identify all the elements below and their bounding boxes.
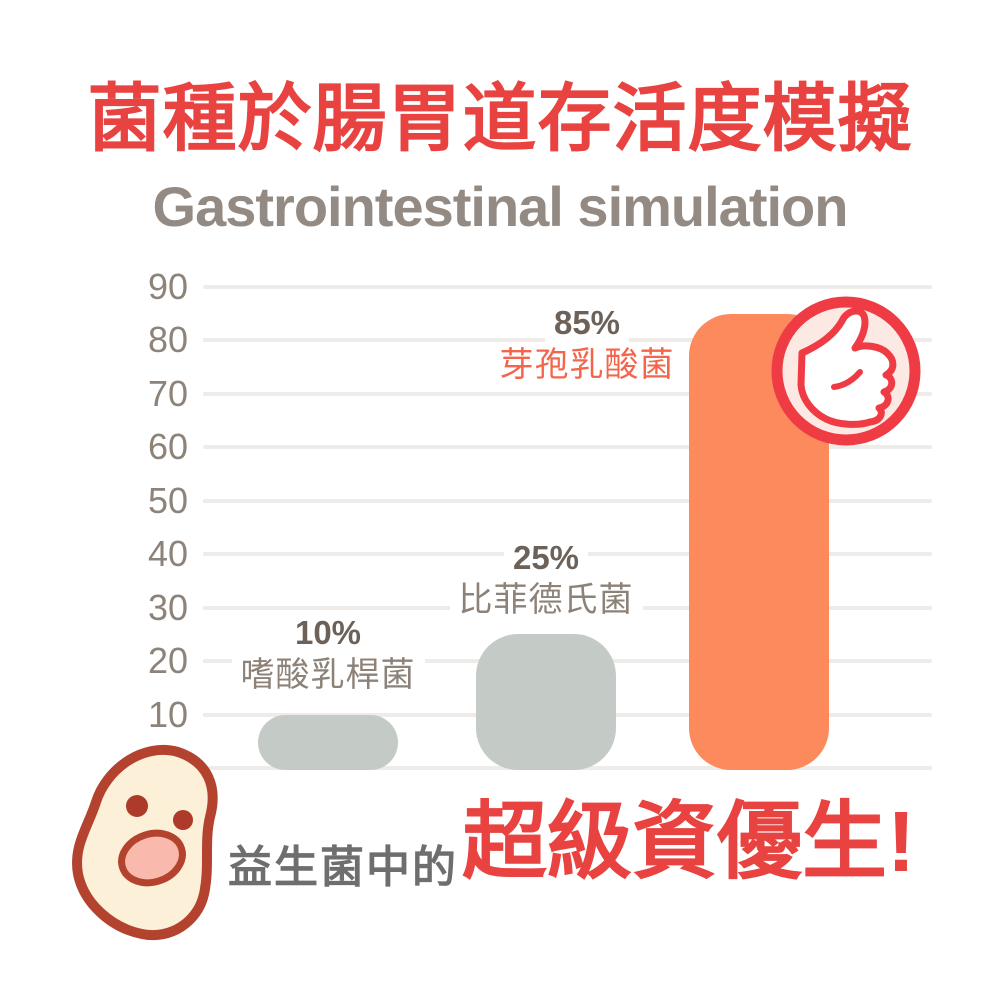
gridline [203,391,932,396]
bar-value-label: 10% [285,612,371,654]
y-axis-tick-label: 20 [147,640,188,682]
thumb-crease [831,369,863,390]
bar-category-label: 芽孢乳酸菌 [490,344,684,386]
thumbs-up-icon [771,296,921,446]
y-axis-tick-label: 90 [147,266,188,307]
y-axis-tick-label: 60 [147,426,188,468]
bar-category-row: 芽孢乳酸菌 [437,344,737,386]
bar-value-label: 25% [503,537,589,579]
footer-headline: 超級資優生! [462,795,916,890]
y-axis-tick-label: 70 [147,372,188,414]
bar-category-row: 比菲德氏菌 [396,579,696,621]
thumb-shape [797,307,897,428]
gridline [203,285,932,289]
y-axis-tick-label: 40 [147,533,188,575]
bean-mascot-icon [72,745,218,941]
y-axis-tick-label: 80 [147,319,188,361]
bar-category-label: 比菲德氏菌 [449,579,643,621]
footer-prefix: 益生菌中的 [228,843,458,892]
page-title: 菌種於腸胃道存活度模擬 [87,77,913,160]
bar-category-row: 嗜酸乳桿菌 [178,654,478,696]
page-subtitle: Gastrointestinal simulation [152,175,849,238]
bar-label: 25% 比菲德氏菌 [396,537,696,621]
y-axis-tick-label: 30 [147,586,188,628]
bar-value-label: 85% [544,302,630,344]
bean-left-eye [126,795,148,817]
gridline [203,498,932,503]
bar-label: 85% 芽孢乳酸菌 [437,302,737,386]
bar-比菲德氏菌 [476,634,616,770]
gridline [203,445,932,450]
bar-category-label: 嗜酸乳桿菌 [231,654,425,696]
bar-value-row: 10% [178,612,478,654]
bar-label: 10% 嗜酸乳桿菌 [178,612,478,696]
bean-right-eye [173,810,193,830]
bar-嗜酸乳桿菌 [258,714,398,770]
y-axis-tick-label: 50 [147,479,188,521]
bar-value-row: 85% [437,302,737,344]
bar-value-row: 25% [396,537,696,579]
y-axis-tick-label: 10 [147,693,188,735]
